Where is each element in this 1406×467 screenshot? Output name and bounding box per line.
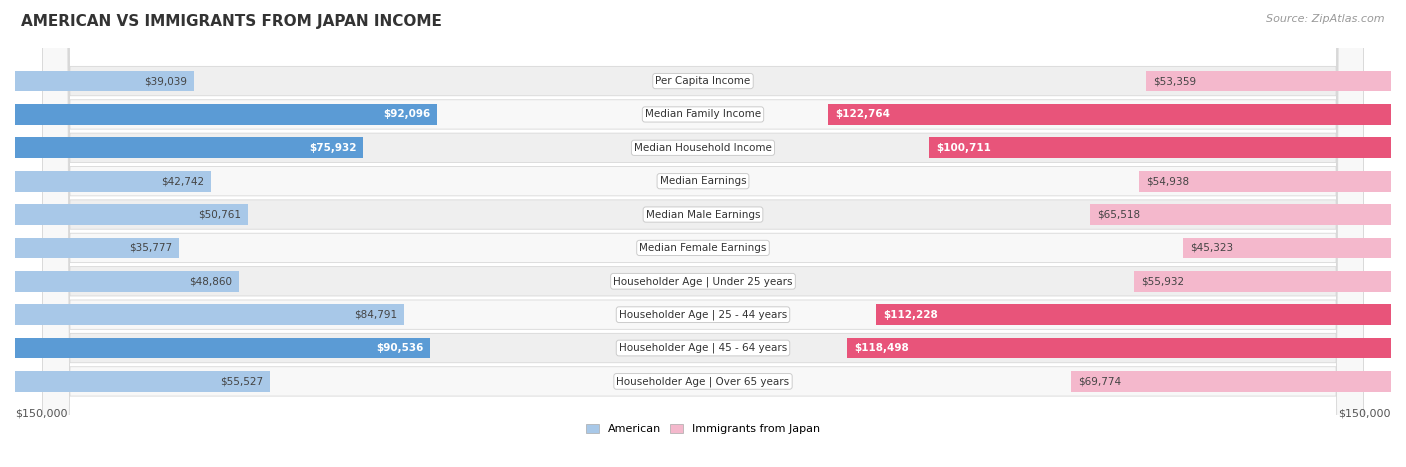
Text: $65,518: $65,518: [1097, 210, 1140, 219]
FancyBboxPatch shape: [828, 104, 1391, 125]
Text: $39,039: $39,039: [145, 76, 187, 86]
FancyBboxPatch shape: [1182, 238, 1391, 258]
FancyBboxPatch shape: [15, 371, 270, 392]
Text: $48,860: $48,860: [190, 276, 232, 286]
FancyBboxPatch shape: [1135, 271, 1391, 291]
Text: $53,359: $53,359: [1153, 76, 1197, 86]
FancyBboxPatch shape: [15, 238, 179, 258]
Text: $69,774: $69,774: [1078, 376, 1121, 386]
FancyBboxPatch shape: [42, 0, 1364, 467]
FancyBboxPatch shape: [1091, 204, 1391, 225]
Text: $150,000: $150,000: [15, 408, 67, 418]
Text: $75,932: $75,932: [309, 143, 356, 153]
Text: $90,536: $90,536: [375, 343, 423, 353]
Text: $42,742: $42,742: [162, 176, 204, 186]
FancyBboxPatch shape: [42, 0, 1364, 467]
Text: Median Earnings: Median Earnings: [659, 176, 747, 186]
Text: Source: ZipAtlas.com: Source: ZipAtlas.com: [1267, 14, 1385, 24]
Text: $112,228: $112,228: [883, 310, 938, 320]
FancyBboxPatch shape: [1071, 371, 1391, 392]
Text: Median Household Income: Median Household Income: [634, 143, 772, 153]
Text: Median Family Income: Median Family Income: [645, 109, 761, 120]
Text: $50,761: $50,761: [198, 210, 240, 219]
Legend: American, Immigrants from Japan: American, Immigrants from Japan: [581, 419, 825, 439]
Text: $84,791: $84,791: [354, 310, 396, 320]
FancyBboxPatch shape: [15, 271, 239, 291]
Text: $118,498: $118,498: [855, 343, 910, 353]
Text: Householder Age | Over 65 years: Householder Age | Over 65 years: [616, 376, 790, 387]
FancyBboxPatch shape: [929, 137, 1391, 158]
Text: $55,527: $55,527: [219, 376, 263, 386]
Text: $55,932: $55,932: [1142, 276, 1184, 286]
FancyBboxPatch shape: [15, 204, 247, 225]
FancyBboxPatch shape: [42, 0, 1364, 467]
FancyBboxPatch shape: [15, 304, 404, 325]
Text: Householder Age | Under 25 years: Householder Age | Under 25 years: [613, 276, 793, 287]
FancyBboxPatch shape: [42, 0, 1364, 467]
Text: Median Male Earnings: Median Male Earnings: [645, 210, 761, 219]
FancyBboxPatch shape: [848, 338, 1391, 358]
FancyBboxPatch shape: [1146, 71, 1391, 92]
Text: Per Capita Income: Per Capita Income: [655, 76, 751, 86]
Text: $54,938: $54,938: [1146, 176, 1189, 186]
Text: Householder Age | 25 - 44 years: Householder Age | 25 - 44 years: [619, 310, 787, 320]
FancyBboxPatch shape: [1139, 171, 1391, 191]
Text: $45,323: $45,323: [1189, 243, 1233, 253]
Text: $150,000: $150,000: [1339, 408, 1391, 418]
FancyBboxPatch shape: [15, 71, 194, 92]
FancyBboxPatch shape: [42, 0, 1364, 467]
Text: AMERICAN VS IMMIGRANTS FROM JAPAN INCOME: AMERICAN VS IMMIGRANTS FROM JAPAN INCOME: [21, 14, 441, 29]
FancyBboxPatch shape: [15, 338, 430, 358]
Text: $35,777: $35,777: [129, 243, 172, 253]
Text: $122,764: $122,764: [835, 109, 890, 120]
FancyBboxPatch shape: [15, 137, 363, 158]
Text: Median Female Earnings: Median Female Earnings: [640, 243, 766, 253]
FancyBboxPatch shape: [42, 0, 1364, 467]
FancyBboxPatch shape: [15, 171, 211, 191]
FancyBboxPatch shape: [42, 0, 1364, 467]
FancyBboxPatch shape: [15, 104, 437, 125]
FancyBboxPatch shape: [42, 0, 1364, 467]
Text: $92,096: $92,096: [384, 109, 430, 120]
Text: Householder Age | 45 - 64 years: Householder Age | 45 - 64 years: [619, 343, 787, 353]
FancyBboxPatch shape: [42, 0, 1364, 467]
Text: $100,711: $100,711: [936, 143, 991, 153]
FancyBboxPatch shape: [876, 304, 1391, 325]
FancyBboxPatch shape: [42, 0, 1364, 467]
